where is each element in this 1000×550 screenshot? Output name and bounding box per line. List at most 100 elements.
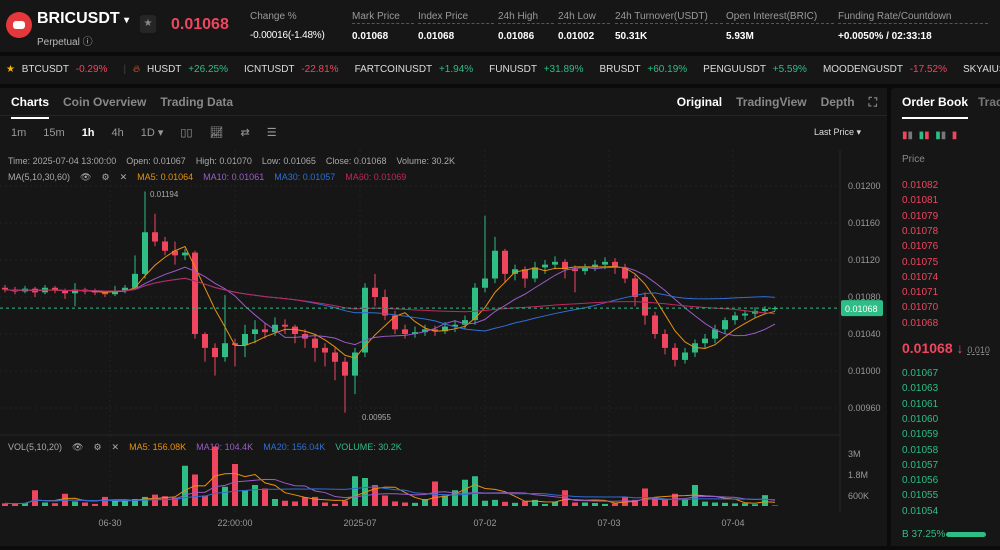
layout-bids-icon[interactable]: ▮ (918, 130, 925, 141)
view-switcher: Original TradingView Depth ⛶ (663, 95, 877, 110)
ticker-symbol: ICNTUSDT (243, 64, 295, 75)
symbol-selector[interactable]: BRICUSDT ▾ (37, 10, 129, 28)
tf-15m[interactable]: 15m (43, 127, 65, 139)
settings-icon[interactable]: ⚙︎ (101, 172, 110, 182)
vol-ma-line (4, 486, 776, 505)
ticker-item[interactable]: SKYAIUSDT +4.06% (963, 64, 1000, 75)
price-type-select[interactable]: Last Price ▾ (814, 127, 862, 137)
ticker-item[interactable]: MOODENGUSDT -17.52% (823, 64, 951, 75)
indicators-icon[interactable]: 📈︎ (209, 127, 224, 139)
stat-0: Change % -0.00016(-1.48%) (250, 11, 348, 41)
ask-row[interactable]: 0.01071 (902, 287, 939, 299)
ticker-item[interactable]: FARTCOINUSDT +1.94% (355, 64, 478, 75)
bid-row[interactable]: 0.01056 (902, 475, 939, 487)
tf-1h[interactable]: 1h (81, 127, 95, 139)
order-book-panel: Order Book Trad ▮▮ ▮▮ ▮▮ ▮ Price 0.01082 0… (891, 88, 1000, 546)
ask-row[interactable]: 0.01079 (902, 210, 939, 222)
vol-tick-label: 3M (848, 449, 861, 459)
candle (572, 265, 578, 293)
fullscreen-icon[interactable]: ⛶ (868, 95, 877, 109)
favorites-star-icon[interactable]: ★ (6, 64, 15, 75)
info-icon[interactable]: ⓘ (82, 37, 93, 48)
bid-row[interactable]: 0.01058 (902, 444, 939, 456)
ask-row[interactable]: 0.01082 (902, 180, 939, 191)
settings-list-icon[interactable]: ☰ (266, 127, 277, 139)
tf-4h[interactable]: 4h (111, 127, 124, 139)
tab-trades[interactable]: Trad (978, 95, 1000, 109)
tab-charts[interactable]: Charts (11, 95, 50, 119)
close-icon[interactable]: ✕ (111, 442, 120, 452)
settings-icon[interactable]: ⚙︎ (93, 442, 102, 452)
y-tick-label: 0.01000 (848, 366, 881, 376)
bid-row[interactable]: 0.01057 (902, 459, 939, 471)
stat-label: Change % (250, 11, 297, 22)
ask-row[interactable]: 0.01070 (902, 302, 939, 314)
volume-bar (12, 503, 18, 506)
view-tradingview[interactable]: TradingView (736, 95, 807, 109)
ticker-item[interactable]: BTCUSDT -0.29% (22, 64, 112, 75)
stat-label: 24h Turnover(USDT) (615, 11, 723, 24)
ma5-value: MA5: 0.01064 (137, 172, 194, 182)
bid-row[interactable]: 0.01055 (902, 490, 939, 502)
bid-row[interactable]: 0.01067 (902, 368, 939, 379)
ask-row[interactable]: 0.01081 (902, 195, 939, 207)
volume-bar (242, 490, 248, 506)
buy-ratio: B 37.25% (902, 529, 946, 540)
layout-both-icon[interactable]: ▮ (902, 130, 908, 141)
volume-bar (372, 485, 378, 506)
candle (412, 326, 418, 338)
info-volume: Volume: 30.2K (396, 156, 455, 166)
candle (312, 334, 318, 362)
eye-icon[interactable]: 👁︎ (72, 442, 84, 452)
ask-row[interactable]: 0.01068 (902, 317, 939, 329)
info-low: Low: 0.01065 (261, 156, 316, 166)
ticker-change: -17.52% (909, 64, 947, 75)
tab-order-book[interactable]: Order Book (902, 95, 969, 119)
stat-5: 24h Turnover(USDT) 50.31K (615, 11, 723, 42)
tf-1d[interactable]: 1D ▾ (140, 127, 164, 139)
view-depth[interactable]: Depth (820, 95, 855, 109)
bid-row[interactable]: 0.01059 (902, 429, 939, 441)
swap-icon[interactable]: ⇄ (240, 127, 250, 139)
price-column-header: Price (902, 154, 925, 165)
price-chart[interactable]: 0.01200 0.01160 0.01120 0.01080 0.01040 0.010… (0, 0, 887, 550)
eye-icon[interactable]: 👁︎ (80, 172, 92, 182)
bid-row[interactable]: 0.01054 (902, 505, 939, 517)
tab-coin-overview[interactable]: Coin Overview (63, 95, 147, 109)
close-icon[interactable]: ✕ (119, 172, 128, 182)
candle (712, 324, 718, 344)
favorite-star-icon[interactable]: ★ (140, 15, 156, 33)
ticker-symbol: FUNUSDT (489, 64, 537, 75)
stat-value: 0.01086 (498, 31, 535, 42)
ticker-item[interactable]: FUNUSDT +31.89% (489, 64, 587, 75)
volume-bar (612, 503, 618, 506)
layout-asks-icon[interactable]: ▮ (935, 130, 941, 141)
ask-row[interactable]: 0.01078 (902, 225, 939, 237)
ticker-item[interactable]: PENGUUSDT +5.59% (703, 64, 811, 75)
bid-row[interactable]: 0.01063 (902, 383, 939, 395)
tab-trading-data[interactable]: Trading Data (160, 95, 234, 109)
candle (242, 324, 248, 358)
bid-row[interactable]: 0.01060 (902, 413, 939, 425)
ticker-change: +31.89% (543, 64, 584, 75)
info-time: Time: 2025-07-04 13:00:00 (8, 156, 117, 166)
volume-bar (322, 502, 328, 506)
x-tick-label: 2025-07 (343, 518, 376, 528)
ticker-item[interactable]: BRUSDT +60.19% (599, 64, 691, 75)
ask-row[interactable]: 0.01075 (902, 256, 939, 268)
ticker-item[interactable]: HUSDT +26.25% (147, 64, 232, 75)
buy-ratio-bar (946, 532, 986, 537)
bid-row[interactable]: 0.01061 (902, 398, 939, 410)
ticker-item[interactable]: ICNTUSDT -22.81% (244, 64, 343, 75)
view-original[interactable]: Original (676, 95, 723, 109)
ask-row[interactable]: 0.01076 (902, 241, 939, 253)
ticker-symbol: PENGUUSDT (703, 64, 766, 75)
ask-row[interactable]: 0.01074 (902, 271, 939, 283)
volume-bar (712, 502, 718, 506)
volume-bar (192, 474, 198, 506)
tf-1m[interactable]: 1m (11, 127, 27, 139)
arrow-down-icon: ↓ (956, 340, 964, 356)
candle-type-icon[interactable]: ▯▯ (180, 127, 193, 139)
hot-fire-icon: 🔥︎ (132, 64, 141, 75)
y-tick-label: 0.01120 (848, 255, 880, 265)
